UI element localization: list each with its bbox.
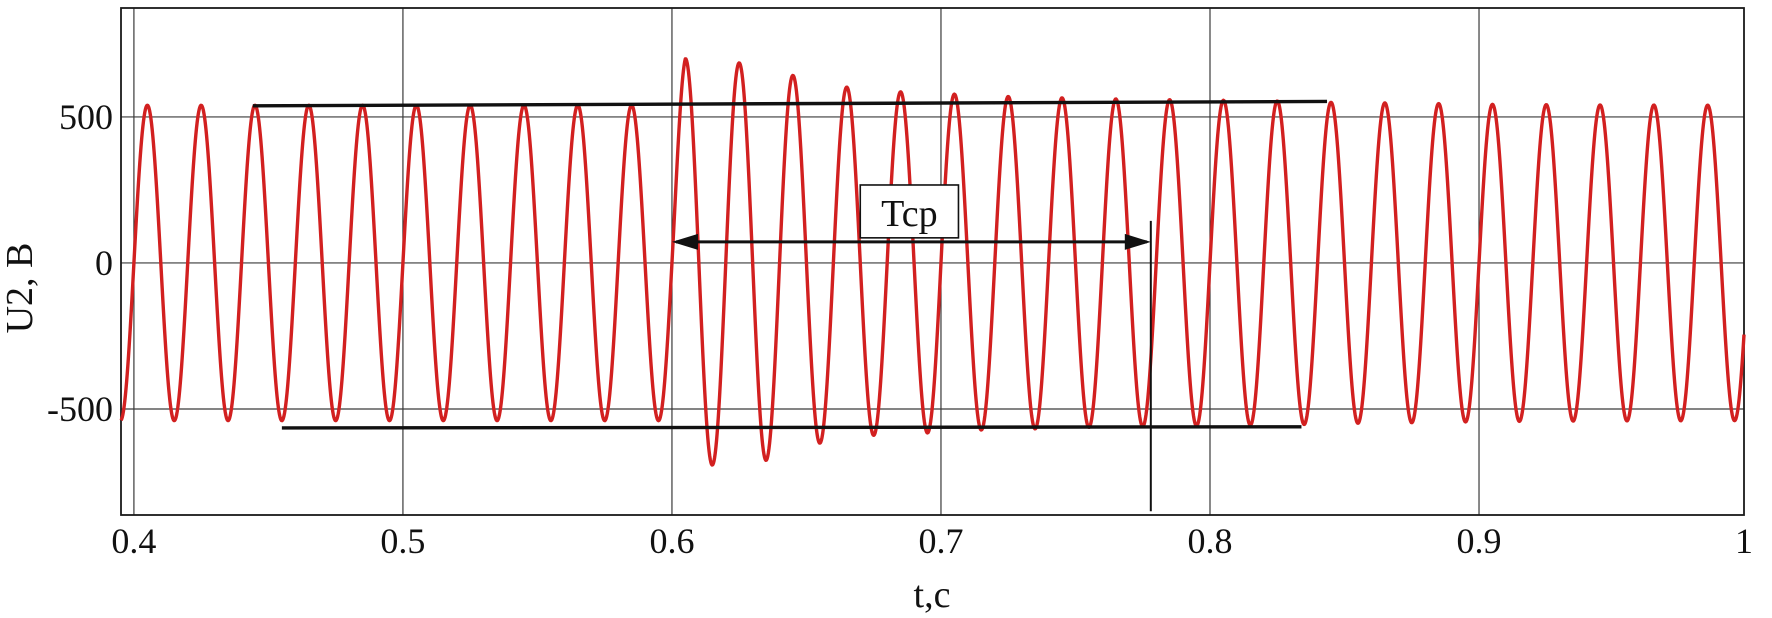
period-arrow-head-right bbox=[1124, 233, 1151, 250]
y-tick-label-0: 0 bbox=[95, 243, 113, 283]
upper-envelope-line bbox=[252, 99, 1328, 108]
x-tick-label-0.7: 0.7 bbox=[918, 521, 963, 561]
period-label-box bbox=[859, 184, 960, 239]
y-tick-label--500: -500 bbox=[47, 389, 113, 429]
x-tick-label-0.4: 0.4 bbox=[111, 521, 156, 561]
y-axis-title: U2, B bbox=[0, 243, 41, 334]
y-tick-label-500: 500 bbox=[59, 97, 113, 137]
period-arrow-head-left bbox=[671, 233, 698, 250]
period-label-text: Tcp bbox=[881, 193, 937, 235]
lower-envelope-line bbox=[281, 425, 1302, 430]
voltage-curve bbox=[119, 57, 1746, 467]
x-tick-label-1: 1 bbox=[1735, 521, 1753, 561]
x-tick-label-0.9: 0.9 bbox=[1457, 521, 1502, 561]
x-tick-label-0.8: 0.8 bbox=[1187, 521, 1232, 561]
x-tick-label-0.5: 0.5 bbox=[380, 521, 425, 561]
plot-frame bbox=[120, 7, 1745, 516]
chart-layer: Tcp 0.4 0.5 0.6 0.7 0.8 0.9 1 500 0 -500 bbox=[47, 7, 1753, 561]
x-tick-label-0.6: 0.6 bbox=[649, 521, 694, 561]
x-axis-title: t,c bbox=[914, 574, 951, 616]
